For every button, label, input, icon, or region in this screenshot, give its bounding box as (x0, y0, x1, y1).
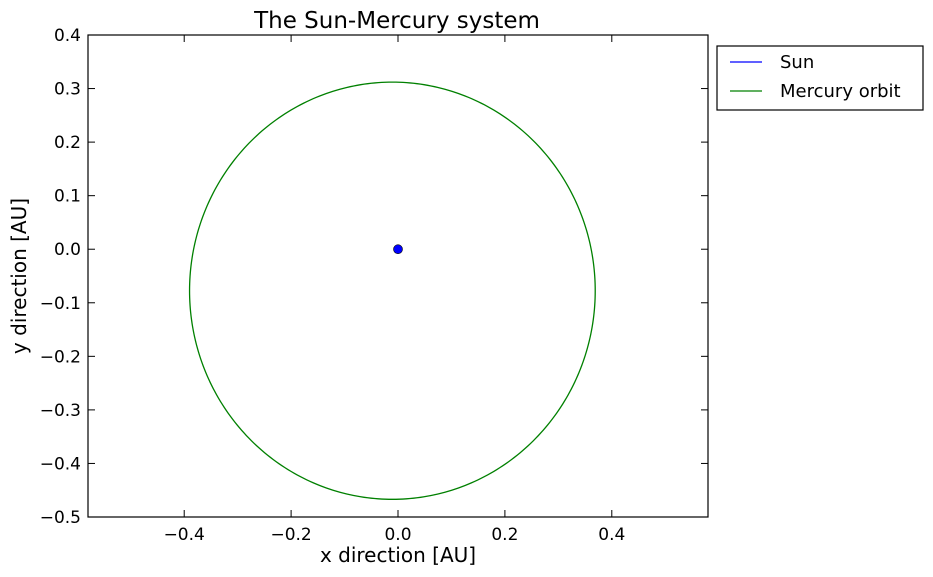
y-tick-label: −0.1 (40, 294, 81, 314)
y-tick-label: 0.4 (54, 26, 81, 46)
plot-area: −0.4 −0.2 0.0 0.2 0.4 −0.5 −0.4 −0.3 −0.2 −0.1 0.0… (40, 26, 709, 545)
x-tick-label: 0.0 (384, 525, 411, 545)
legend-label-mercury-orbit: Mercury orbit (780, 81, 901, 102)
y-tick-label: 0.3 (54, 80, 81, 100)
y-tick-label: 0.0 (54, 240, 81, 260)
x-tick-label: 0.4 (598, 525, 625, 545)
series-mercury-orbit-line (188, 81, 596, 500)
series-sun-point (393, 244, 403, 255)
y-axis-label: y direction [AU] (7, 198, 31, 354)
legend: Sun Mercury orbit (716, 45, 924, 111)
y-tick-label: −0.4 (40, 454, 81, 474)
y-tick-label: −0.2 (40, 347, 81, 367)
x-axis-label: x direction [AU] (320, 543, 476, 567)
x-tick-label: −0.2 (270, 525, 311, 545)
y-tick-label: 0.2 (54, 133, 81, 153)
x-tick-label: −0.4 (164, 525, 205, 545)
legend-label-sun: Sun (780, 52, 814, 73)
y-tick-label: 0.1 (54, 187, 81, 207)
chart-title: The Sun-Mercury system (253, 8, 540, 34)
y-tick-label: −0.3 (40, 401, 81, 421)
y-tick-label: −0.5 (40, 508, 81, 528)
x-tick-label: 0.2 (491, 525, 518, 545)
